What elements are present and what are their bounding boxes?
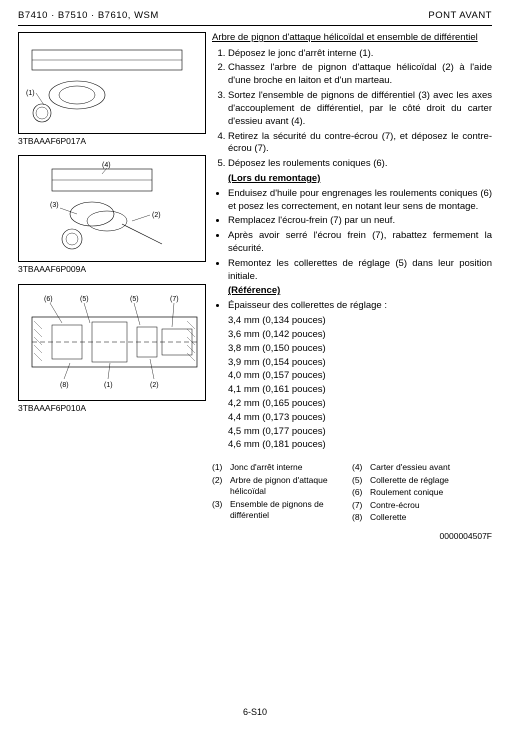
leg-r-2-n: (6) <box>352 487 370 498</box>
thickness-list: 3,4 mm (0,134 pouces) 3,6 mm (0,142 pouc… <box>228 315 492 452</box>
svg-text:(7): (7) <box>170 296 179 303</box>
thk-9: 4,6 mm (0,181 pouces) <box>228 439 492 452</box>
svg-text:(4): (4) <box>102 162 111 169</box>
svg-text:(3): (3) <box>50 202 59 209</box>
figure-3-ref: 3TBAAAF6P010A <box>18 403 206 414</box>
step-3: Sortez l'ensemble de pignons de différen… <box>228 90 492 128</box>
svg-text:(2): (2) <box>150 382 159 389</box>
leg-l-0-n: (1) <box>212 462 230 473</box>
leg-r-3-n: (7) <box>352 500 370 511</box>
leg-l-1-t: Arbre de pignon d'attaque hélicoïdal <box>230 475 352 498</box>
figures-column: (1) 3TBAAAF6P017A (4) (3) (2) <box>18 32 206 542</box>
figure-2-ref: 3TBAAAF6P009A <box>18 264 206 275</box>
figure-1: (1) <box>18 32 206 134</box>
remount-3: Après avoir serré l'écrou frein (7), rab… <box>228 230 492 256</box>
leg-r-0-n: (4) <box>352 462 370 473</box>
leg-l-2-n: (3) <box>212 499 230 522</box>
thk-0: 3,4 mm (0,134 pouces) <box>228 315 492 328</box>
svg-text:(1): (1) <box>26 90 35 97</box>
page-header: B7410 · B7510 · B7610, WSM PONT AVANT <box>18 10 492 26</box>
thk-7: 4,4 mm (0,173 pouces) <box>228 412 492 425</box>
svg-text:(8): (8) <box>60 382 69 389</box>
leg-l-0-t: Jonc d'arrêt interne <box>230 462 352 473</box>
svg-text:(5): (5) <box>130 296 139 303</box>
thk-6: 4,2 mm (0,165 pouces) <box>228 398 492 411</box>
leg-r-4-n: (8) <box>352 512 370 523</box>
remount-heading: (Lors du remontage) <box>228 173 492 186</box>
section-title: Arbre de pignon d'attaque hélicoïdal et … <box>212 32 492 45</box>
thk-3: 3,9 mm (0,154 pouces) <box>228 357 492 370</box>
figure-1-ref: 3TBAAAF6P017A <box>18 136 206 147</box>
reference-list: Épaisseur des collerettes de réglage : <box>212 300 492 313</box>
figure-2: (4) (3) (2) <box>18 155 206 262</box>
thk-1: 3,6 mm (0,142 pouces) <box>228 329 492 342</box>
svg-text:(1): (1) <box>104 382 113 389</box>
leg-l-1-n: (2) <box>212 475 230 498</box>
step-4: Retirez la sécurité du contre-écrou (7),… <box>228 131 492 157</box>
leg-r-1-n: (5) <box>352 475 370 486</box>
thk-2: 3,8 mm (0,150 pouces) <box>228 343 492 356</box>
thk-4: 4,0 mm (0,157 pouces) <box>228 370 492 383</box>
legend-left: (1)Jonc d'arrêt interne (2)Arbre de pign… <box>212 462 352 524</box>
header-left: B7410 · B7510 · B7610, WSM <box>18 10 159 23</box>
leg-r-3-t: Contre-écrou <box>370 500 492 511</box>
remount-4: Remontez les collerettes de réglage (5) … <box>228 258 492 284</box>
figure-3: (6) (5) (5) (7) (8) (1) (2) <box>18 284 206 401</box>
page-footer: 6-S10 <box>0 706 510 718</box>
svg-text:(5): (5) <box>80 296 89 303</box>
svg-text:(2): (2) <box>152 212 161 219</box>
svg-text:(6): (6) <box>44 296 53 303</box>
thk-5: 4,1 mm (0,161 pouces) <box>228 384 492 397</box>
leg-r-2-t: Roulement conique <box>370 487 492 498</box>
doc-code: 0000004507F <box>212 531 492 542</box>
legend-right: (4)Carter d'essieu avant (5)Collerette d… <box>352 462 492 524</box>
reference-heading: (Référence) <box>228 285 492 298</box>
remount-2: Remplacez l'écrou-frein (7) par un neuf. <box>228 215 492 228</box>
text-column: Arbre de pignon d'attaque hélicoïdal et … <box>206 32 492 542</box>
step-1: Déposez le jonc d'arrêt interne (1). <box>228 48 492 61</box>
reference-label: Épaisseur des collerettes de réglage : <box>228 300 492 313</box>
header-right: PONT AVANT <box>428 10 492 23</box>
legend: (1)Jonc d'arrêt interne (2)Arbre de pign… <box>212 462 492 524</box>
leg-r-1-t: Collerette de réglage <box>370 475 492 486</box>
step-2: Chassez l'arbre de pignon d'attaque héli… <box>228 62 492 88</box>
remount-list: Enduisez d'huile pour engrenages les rou… <box>212 188 492 284</box>
leg-r-4-t: Collerette <box>370 512 492 523</box>
leg-r-0-t: Carter d'essieu avant <box>370 462 492 473</box>
step-5: Déposez les roulements coniques (6). <box>228 158 492 171</box>
procedure-steps: Déposez le jonc d'arrêt interne (1). Cha… <box>212 48 492 171</box>
remount-1: Enduisez d'huile pour engrenages les rou… <box>228 188 492 214</box>
thk-8: 4,5 mm (0,177 pouces) <box>228 426 492 439</box>
leg-l-2-t: Ensemble de pignons de différentiel <box>230 499 352 522</box>
